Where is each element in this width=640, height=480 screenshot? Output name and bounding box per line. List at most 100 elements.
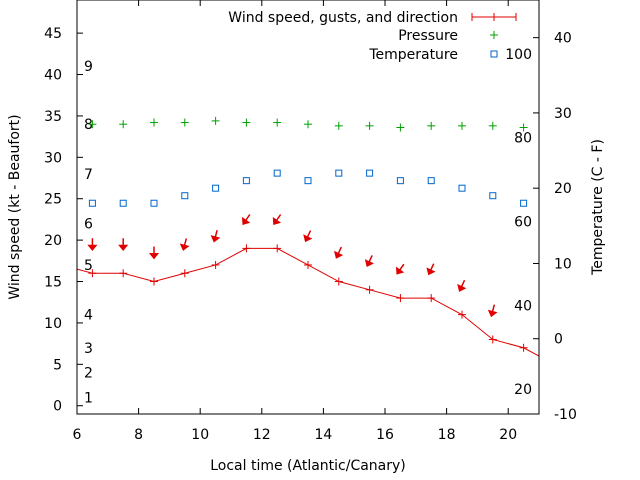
- pressure-point: [488, 121, 497, 130]
- temperature-point: [427, 177, 435, 185]
- wind-speed-point: [88, 269, 97, 278]
- x-tick-label: 12: [253, 427, 271, 443]
- beaufort-scale-labels: 1 2 3 4 5 6 7 8 9: [84, 59, 93, 406]
- wind-direction-arrow: [241, 214, 251, 225]
- temperature-point: [396, 177, 404, 185]
- pressure-point: [211, 116, 220, 125]
- wind-speed-point: [180, 269, 189, 278]
- x-tick-label: 10: [191, 427, 209, 443]
- beaufort-label: 4: [84, 308, 93, 324]
- right-axis-title: Temperature (C - F): [590, 139, 606, 276]
- pressure-point: [396, 123, 405, 132]
- left-tick-label: 5: [53, 357, 62, 373]
- fahrenheit-label: 80: [514, 131, 532, 147]
- temperature-point: [304, 177, 312, 185]
- wind-direction-arrow: [457, 279, 467, 292]
- wind-direction-arrow: [334, 246, 344, 259]
- wind-arrow-head: [241, 216, 251, 225]
- legend-label-temperature: Temperature: [368, 47, 458, 63]
- wind-direction-arrows: [87, 214, 498, 318]
- pressure-point: [304, 120, 312, 129]
- temperature-point: [150, 199, 158, 207]
- wind-speed-point: [150, 277, 158, 286]
- fahrenheit-scale-labels: 20 40 60 80 100: [505, 47, 532, 398]
- wind-direction-arrow: [179, 238, 190, 251]
- pressure-point: [242, 118, 251, 127]
- temperature-point: [273, 169, 281, 177]
- temperature-point: [335, 169, 343, 177]
- left-axis-title: Wind speed (kt - Beaufort): [7, 114, 23, 299]
- wind-arrow-head: [272, 216, 282, 225]
- plot-frame: [76, 0, 540, 415]
- wind-speed-point: [519, 343, 528, 352]
- temperature-point: [520, 199, 528, 207]
- wind-arrow-head: [395, 266, 405, 275]
- wind-direction-arrow: [364, 255, 374, 267]
- temperature-point: [489, 192, 497, 200]
- pressure-point: [88, 120, 97, 129]
- legend-pressure-point: [490, 31, 498, 39]
- temperature-point: [458, 184, 466, 192]
- legend-sample-temperature: [490, 50, 498, 58]
- wind-arrow-head: [87, 244, 98, 252]
- x-tick-label: 16: [376, 427, 394, 443]
- right-tick-label: 40: [554, 31, 572, 47]
- beaufort-label: 6: [84, 217, 93, 233]
- wind-speed-point: [119, 269, 128, 278]
- wind-speed-point: [365, 285, 374, 294]
- wind-speed-point: [488, 335, 497, 344]
- left-tick-label: 0: [53, 399, 62, 415]
- wind-direction-arrow: [148, 246, 160, 260]
- wind-arrow-head: [148, 253, 160, 260]
- pressure-point: [519, 123, 528, 132]
- wind-speed-point: [334, 277, 343, 286]
- left-tick-label: 15: [44, 275, 62, 291]
- pressure-point: [150, 118, 158, 127]
- wind-arrow-head: [179, 243, 190, 251]
- legend-wind-point: [490, 13, 498, 21]
- temperature-point: [88, 199, 96, 207]
- wind-direction-arrow: [118, 238, 129, 252]
- fahrenheit-label: 20: [514, 382, 532, 398]
- wind-arrow-head: [303, 234, 313, 243]
- wind-arrow-head: [457, 283, 467, 292]
- right-tick-label: 10: [554, 256, 572, 272]
- series-marks: [77, 116, 539, 357]
- wind-speed-point: [458, 310, 466, 319]
- wind-direction-arrow: [426, 263, 436, 276]
- x-tick-label: 20: [499, 427, 517, 443]
- temperature-point: [212, 184, 220, 192]
- legend: Wind speed, gusts, and direction Pressur…: [228, 10, 517, 63]
- wind-arrow-head: [487, 309, 498, 318]
- wind-speed-point: [427, 294, 436, 303]
- wind-speed-point: [304, 260, 312, 269]
- wind-direction-arrow: [487, 304, 498, 318]
- beaufort-label: 9: [84, 59, 93, 75]
- fahrenheit-label: 60: [514, 214, 532, 230]
- beaufort-label: 5: [84, 258, 93, 274]
- tick-labels: 6 8 10 12 14 16 18 20051015202530354045-1001020…: [44, 26, 577, 443]
- left-tick-label: 10: [44, 316, 62, 332]
- legend-sample-pressure: [490, 31, 498, 39]
- left-tick-label: 20: [44, 233, 62, 249]
- legend-temperature-point: [490, 50, 498, 58]
- left-tick-label: 40: [44, 68, 62, 84]
- pressure-point: [427, 121, 436, 130]
- wind-direction-arrow: [210, 229, 221, 243]
- wind-speed-point: [273, 244, 282, 253]
- wind-speed-point: [242, 244, 251, 253]
- wind-arrow-head: [118, 244, 129, 252]
- fahrenheit-label: 40: [514, 299, 532, 315]
- wind-direction-arrow: [272, 214, 282, 225]
- legend-label-wind: Wind speed, gusts, and direction: [228, 10, 458, 26]
- left-tick-label: 45: [44, 26, 62, 42]
- beaufort-label: 2: [84, 366, 93, 382]
- right-tick-label: 30: [554, 106, 572, 122]
- wind-direction-arrow: [395, 263, 405, 275]
- wind-direction-arrow: [87, 238, 98, 252]
- temperature-point: [366, 169, 374, 177]
- x-tick-label: 18: [438, 427, 456, 443]
- left-tick-label: 25: [44, 192, 62, 208]
